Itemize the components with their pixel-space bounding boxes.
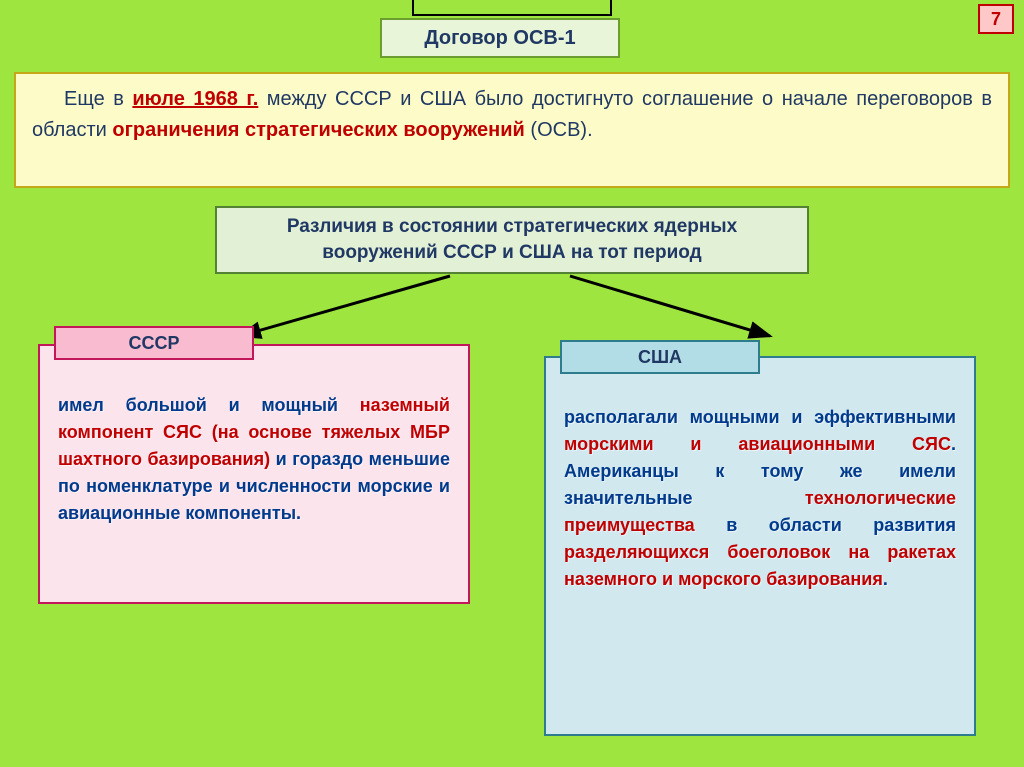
differences-title-box: Различия в состоянии стратегических ядер…: [215, 206, 809, 274]
differences-title-text: Различия в состоянии стратегических ядер…: [229, 214, 795, 265]
usa-p1b: морскими и авиационными СЯС: [564, 434, 951, 454]
intro-pre: Еще в: [64, 88, 132, 110]
usa-p1e: в области развития: [695, 515, 956, 535]
usa-p1a: располагали мощными и эффективными: [564, 407, 956, 427]
usa-label-text: США: [638, 347, 682, 368]
title-text: Договор ОСВ-1: [424, 27, 575, 50]
usa-label: США: [560, 340, 760, 374]
usa-p1g: .: [883, 569, 888, 589]
ussr-p1a: имел большой и мощный: [58, 395, 360, 415]
usa-box: располагали мощными и эффективными морск…: [544, 356, 976, 736]
arrows-svg: [190, 270, 840, 350]
page-number-badge: 7: [978, 4, 1014, 34]
page-number-text: 7: [991, 9, 1001, 30]
ussr-label-text: СССР: [128, 333, 179, 354]
title-box: Договор ОСВ-1: [380, 18, 620, 58]
ussr-label: СССР: [54, 326, 254, 360]
ussr-label-box: [412, 0, 612, 16]
intro-date: июле 1968 г.: [132, 88, 258, 110]
intro-limit: ограничения стратегических вооружений: [112, 119, 524, 141]
ussr-text: имел большой и мощный наземный компонент…: [58, 392, 450, 527]
usa-text: располагали мощными и эффективными морск…: [564, 404, 956, 593]
ussr-box: имел большой и мощный наземный компонент…: [38, 344, 470, 604]
intro-post: (ОСВ).: [525, 119, 593, 141]
intro-box: Еще в июле 1968 г. между СССР и США было…: [14, 72, 1010, 188]
usa-p1f: разделяющихся боеголовок на ракетах назе…: [564, 542, 956, 589]
